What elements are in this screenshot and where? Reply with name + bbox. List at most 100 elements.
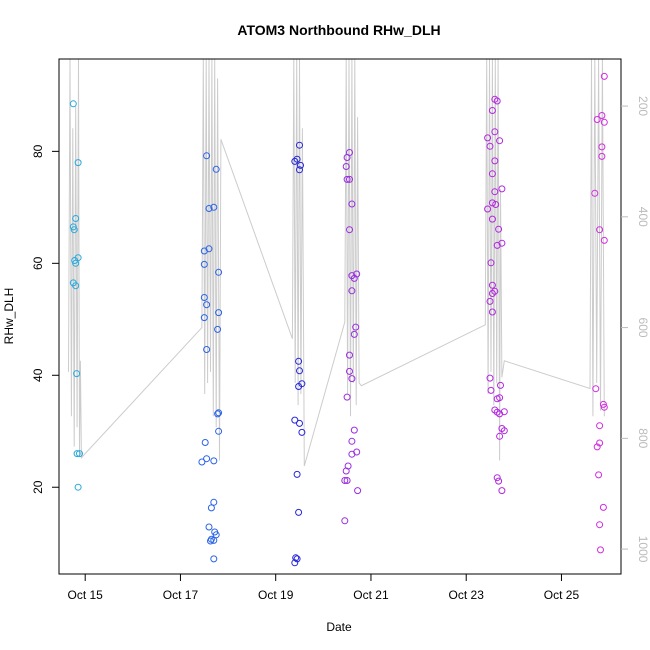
series-5 [484, 95, 508, 495]
x-axis-title: Date [326, 620, 352, 634]
data-point [597, 546, 604, 554]
data-point [198, 458, 206, 466]
data-point [210, 536, 218, 544]
series-4 [341, 149, 362, 525]
chart-title: ATOM3 Northbound RHw_DLH [237, 22, 440, 38]
right-y-axis: 200 400 600 800 1000 [621, 96, 650, 563]
data-point [74, 159, 82, 167]
data-point [296, 367, 303, 375]
data-point [488, 199, 496, 207]
x-tick-label: Oct 17 [163, 588, 199, 602]
data-point [487, 259, 495, 267]
data-point [292, 554, 300, 562]
data-point [348, 287, 356, 295]
y-tick-label: 40 [31, 368, 45, 382]
data-point [343, 477, 351, 484]
data-point [212, 531, 220, 539]
data-point [212, 165, 220, 173]
data-point [354, 487, 362, 495]
data-point [491, 188, 499, 196]
data-point [296, 419, 303, 427]
data-point [72, 282, 80, 290]
data-point [205, 523, 213, 531]
x-tick-label: Oct 21 [353, 588, 389, 602]
x-tick-label: Oct 25 [544, 588, 580, 602]
plot-frame [58, 58, 622, 575]
data-point [346, 226, 353, 234]
data-point [500, 427, 508, 435]
data-point [348, 200, 356, 208]
data-point [214, 410, 222, 418]
data-point [200, 294, 208, 301]
y2-tick-label: 1000 [636, 536, 650, 563]
data-point [498, 425, 506, 432]
data-point [498, 487, 506, 495]
data-point [488, 308, 496, 316]
data-points [69, 72, 608, 567]
data-point [488, 215, 496, 223]
data-point [487, 386, 495, 394]
data-point [207, 537, 214, 545]
data-point [493, 395, 501, 403]
data-point [591, 189, 599, 197]
data-point [488, 281, 496, 289]
y-tick-label: 60 [31, 256, 45, 270]
y2-tick-label: 800 [636, 428, 650, 448]
x-tick-label: Oct 15 [68, 588, 104, 602]
data-point [200, 260, 208, 268]
data-point [348, 272, 356, 280]
data-point [346, 351, 353, 359]
data-point [491, 287, 499, 295]
y-tick-label: 80 [31, 144, 45, 158]
data-point [291, 157, 299, 165]
data-point [493, 474, 501, 482]
data-point [215, 409, 223, 417]
data-point [353, 448, 361, 456]
data-point [598, 152, 606, 160]
data-point [498, 239, 506, 247]
data-point [496, 410, 504, 418]
data-point [74, 483, 82, 491]
data-point [342, 163, 350, 170]
data-point [350, 426, 358, 434]
data-point [348, 437, 356, 445]
data-point [491, 157, 499, 165]
data-point [74, 254, 82, 262]
data-point [203, 455, 211, 463]
y-axis: 20 40 60 80 [31, 144, 59, 494]
data-point [600, 72, 608, 80]
data-point [76, 450, 83, 458]
data-point [296, 166, 303, 174]
data-point [210, 203, 218, 211]
data-point [293, 470, 301, 478]
data-point [493, 97, 501, 105]
data-point [214, 325, 222, 333]
data-point [205, 245, 213, 253]
data-point [215, 268, 223, 276]
data-point [491, 128, 499, 136]
data-point [297, 161, 304, 169]
data-point [595, 471, 603, 479]
data-point [488, 170, 496, 178]
data-point [486, 297, 494, 305]
data-point [496, 432, 504, 440]
data-point [346, 367, 353, 375]
data-point [596, 226, 604, 234]
data-point [598, 143, 606, 151]
data-point [348, 375, 356, 383]
data-point [593, 116, 601, 123]
data-point [296, 141, 303, 149]
data-point [72, 259, 80, 267]
data-point [599, 400, 607, 408]
data-point [346, 175, 353, 183]
data-point [343, 393, 351, 401]
series-1 [69, 100, 83, 491]
x-tick-label: Oct 23 [449, 588, 485, 602]
data-point [496, 137, 504, 145]
data-point [492, 201, 500, 208]
x-tick-label: Oct 19 [258, 588, 294, 602]
data-point [495, 225, 503, 233]
series-2 [198, 152, 223, 563]
data-point [343, 175, 351, 183]
